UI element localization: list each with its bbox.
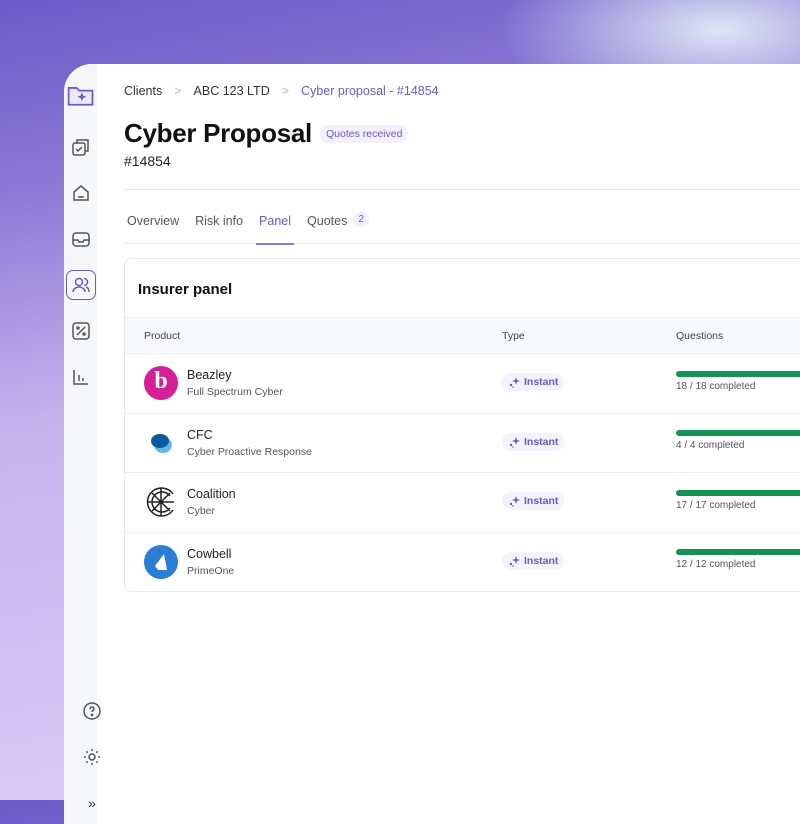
quotes-count-badge: 2 (353, 212, 369, 227)
table-row[interactable]: Coalition Cyber Instant 17 / 17 completed (125, 472, 800, 532)
tab-panel[interactable]: Panel (256, 214, 294, 245)
tab-quotes-label: Quotes (307, 214, 348, 228)
breadcrumb-current: Cyber proposal - #14854 (301, 84, 439, 98)
settings-icon[interactable] (77, 742, 107, 772)
type-label: Instant (524, 554, 559, 567)
home-icon[interactable] (66, 178, 96, 208)
column-type: Type (502, 329, 525, 342)
type-badge: Instant (502, 432, 565, 451)
breadcrumb-clients[interactable]: Clients (124, 84, 163, 98)
page-title: Cyber Proposal (124, 118, 312, 148)
app-logo-icon[interactable] (66, 80, 96, 110)
questions-completed: 12 / 12 completed (676, 559, 756, 571)
table-row[interactable]: Cowbell PrimeOne Instant 12 / 12 complete… (125, 531, 800, 592)
analytics-icon[interactable] (66, 362, 96, 392)
type-badge: Instant (502, 551, 565, 570)
type-label: Instant (524, 495, 559, 508)
tab-overview[interactable]: Overview (127, 214, 180, 228)
product-name: PrimeOne (187, 564, 235, 577)
status-badge: Quotes received (319, 124, 409, 143)
table-row[interactable]: b Beazley Full Spectrum Cyber Instant 18 /… (125, 353, 800, 413)
questions-progress-bar (676, 549, 800, 556)
breadcrumb-client[interactable]: ABC 123 LTD (193, 84, 270, 98)
cfc-logo-icon (144, 426, 178, 460)
cowbell-logo-icon (144, 544, 178, 579)
breadcrumb: Clients > ABC 123 LTD > Cyber proposal -… (124, 84, 800, 98)
type-badge: Instant (502, 492, 565, 511)
questions-completed: 18 / 18 completed (676, 380, 756, 392)
questions-progress-bar (676, 370, 800, 377)
tasks-icon[interactable] (66, 132, 96, 162)
insurer-panel-card: Insurer panel Product Type Questions b Be… (124, 258, 800, 592)
type-label: Instant (524, 435, 559, 448)
help-icon[interactable] (77, 696, 107, 726)
app-window: » Clients > ABC 123 LTD > Cyber proposal… (64, 64, 800, 824)
beazley-logo-icon: b (144, 366, 178, 401)
percentage-icon[interactable] (66, 316, 96, 346)
table-row[interactable]: CFC Cyber Proactive Response Instant 4 / … (125, 412, 800, 473)
type-label: Instant (524, 376, 559, 389)
product-name: Full Spectrum Cyber (187, 386, 283, 399)
chevron-right-icon: > (281, 84, 290, 98)
questions-progress-bar (676, 430, 800, 437)
questions-completed: 4 / 4 completed (676, 440, 745, 452)
insurer-name: Cowbell (187, 546, 232, 561)
insurer-name: Coalition (187, 487, 236, 502)
sparkle-icon (509, 377, 520, 389)
insurer-name: Beazley (187, 368, 232, 383)
clients-icon[interactable] (65, 270, 96, 300)
questions-completed: 17 / 17 completed (676, 499, 756, 511)
panel-title: Insurer panel (138, 281, 233, 298)
column-questions: Questions (676, 329, 724, 342)
product-name: Cyber Proactive Response (187, 445, 312, 458)
sparkle-icon (509, 436, 520, 448)
type-badge: Instant (502, 373, 565, 392)
inbox-icon[interactable] (66, 224, 96, 254)
product-name: Cyber (187, 505, 216, 518)
chevron-right-icon: > (174, 84, 182, 98)
tab-quotes[interactable]: Quotes 2 (307, 212, 369, 244)
column-product: Product (144, 329, 181, 342)
main-content: Clients > ABC 123 LTD > Cyber proposal -… (97, 64, 800, 824)
insurer-name: CFC (187, 427, 213, 442)
divider (124, 189, 800, 190)
sidebar: » (64, 64, 101, 824)
sparkle-icon (509, 555, 520, 567)
sparkle-icon (509, 496, 520, 508)
questions-progress-bar (676, 489, 800, 496)
tab-risk-info[interactable]: Risk info (195, 214, 244, 228)
coalition-logo-icon (144, 485, 178, 519)
proposal-id: #14854 (124, 153, 171, 169)
table-header: Product Type Questions (125, 317, 800, 353)
tabs: Overview Risk info Panel Quotes 2 (124, 212, 800, 245)
